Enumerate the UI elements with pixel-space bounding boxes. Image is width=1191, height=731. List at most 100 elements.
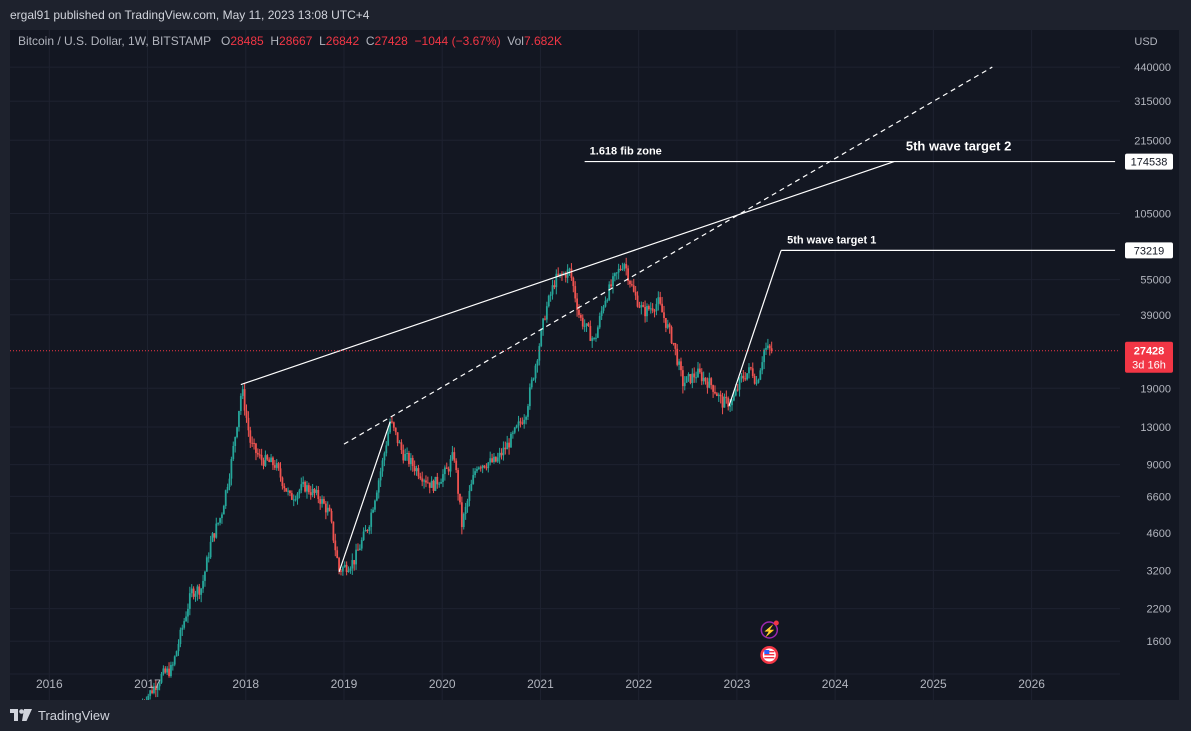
candle bbox=[181, 624, 184, 637]
candle-body bbox=[704, 377, 707, 382]
candle-body bbox=[600, 310, 603, 317]
time-tick-label: 2024 bbox=[822, 677, 849, 691]
candle bbox=[770, 341, 773, 354]
target-1-badge-text: 73219 bbox=[1134, 245, 1165, 257]
candle bbox=[279, 462, 282, 482]
candle-body bbox=[245, 410, 248, 418]
candle-body bbox=[678, 361, 680, 365]
candle bbox=[615, 272, 618, 280]
candle bbox=[676, 344, 679, 367]
candle-body bbox=[226, 486, 229, 491]
candle-body bbox=[629, 280, 631, 285]
candle bbox=[332, 521, 335, 544]
candle bbox=[321, 495, 323, 508]
candle-body bbox=[341, 567, 344, 572]
candle-body bbox=[610, 284, 612, 287]
candle-body bbox=[304, 481, 306, 492]
candle-body bbox=[436, 476, 439, 485]
candle-body bbox=[219, 518, 221, 523]
candle bbox=[710, 377, 713, 390]
candle-body bbox=[168, 668, 170, 677]
currency-label: USD bbox=[1134, 36, 1157, 48]
candle bbox=[612, 272, 614, 294]
candle bbox=[515, 424, 518, 429]
candle bbox=[542, 317, 544, 336]
candle-body bbox=[426, 482, 429, 484]
chart-pane[interactable] bbox=[10, 30, 1179, 700]
candle-body bbox=[574, 286, 577, 299]
candle bbox=[311, 483, 314, 498]
candle bbox=[527, 403, 529, 420]
candle-body bbox=[256, 452, 259, 455]
candle bbox=[419, 472, 422, 481]
candle bbox=[171, 661, 174, 671]
candle-body bbox=[647, 306, 650, 310]
candle-body bbox=[262, 460, 265, 466]
candle bbox=[493, 453, 495, 464]
candle bbox=[725, 390, 728, 404]
candle-body bbox=[661, 303, 663, 313]
candle bbox=[445, 462, 448, 469]
candle bbox=[358, 544, 361, 551]
candle-body bbox=[470, 483, 473, 491]
candle-body bbox=[746, 373, 749, 380]
tradingview-logo[interactable]: TradingView bbox=[10, 706, 110, 724]
symbol-title[interactable]: Bitcoin / U.S. Dollar, 1W, BITSTAMP bbox=[18, 34, 211, 48]
candle-body bbox=[545, 306, 548, 320]
candle-body bbox=[185, 616, 187, 622]
candle-body bbox=[156, 686, 159, 690]
candle-body bbox=[423, 480, 425, 482]
candle bbox=[517, 415, 520, 432]
candle-body bbox=[296, 493, 299, 500]
candle bbox=[385, 441, 388, 457]
candle bbox=[657, 291, 660, 311]
candle bbox=[513, 426, 516, 435]
candle-body bbox=[753, 376, 756, 384]
notification-dot bbox=[773, 620, 779, 626]
candle-body bbox=[581, 317, 584, 327]
candle bbox=[409, 453, 412, 471]
candle bbox=[160, 671, 163, 684]
candle-body bbox=[266, 455, 269, 460]
candle bbox=[330, 508, 333, 524]
fib-zone-label: 1.618 fib zone bbox=[590, 146, 662, 158]
candle-body bbox=[625, 264, 628, 269]
candle-body bbox=[381, 460, 384, 472]
candle-body bbox=[521, 422, 524, 424]
change-value: −1044 (−3.67%) bbox=[414, 34, 501, 48]
dashed-trendline[interactable] bbox=[343, 66, 993, 445]
candle-body bbox=[644, 306, 646, 317]
candle-body bbox=[447, 468, 450, 472]
candle bbox=[606, 298, 609, 303]
candle-body bbox=[234, 437, 237, 446]
candle bbox=[425, 475, 427, 488]
candle bbox=[717, 392, 720, 402]
earnings-event-icon[interactable] bbox=[760, 621, 779, 639]
candle-body bbox=[642, 305, 645, 307]
candle-body bbox=[549, 294, 552, 296]
candle-body bbox=[540, 329, 543, 347]
candle-body bbox=[459, 493, 461, 503]
candle bbox=[714, 385, 716, 395]
candle-body bbox=[311, 488, 314, 496]
candle-body bbox=[744, 378, 747, 380]
candle bbox=[596, 325, 599, 339]
candle-body bbox=[659, 297, 662, 304]
candle-body bbox=[209, 541, 212, 558]
candle-body bbox=[379, 471, 382, 481]
candle bbox=[266, 453, 269, 461]
price-tick-label: 215000 bbox=[1134, 135, 1171, 147]
trendline[interactable] bbox=[338, 421, 391, 573]
candle-body bbox=[693, 373, 696, 378]
candle bbox=[205, 555, 208, 572]
trendline[interactable] bbox=[728, 250, 782, 407]
candle bbox=[247, 411, 250, 437]
candle bbox=[408, 450, 410, 467]
candle-body bbox=[585, 323, 588, 326]
candle bbox=[466, 498, 469, 513]
trendline[interactable] bbox=[240, 161, 895, 386]
candle bbox=[185, 611, 187, 623]
candle bbox=[630, 280, 633, 287]
candle bbox=[451, 445, 454, 461]
